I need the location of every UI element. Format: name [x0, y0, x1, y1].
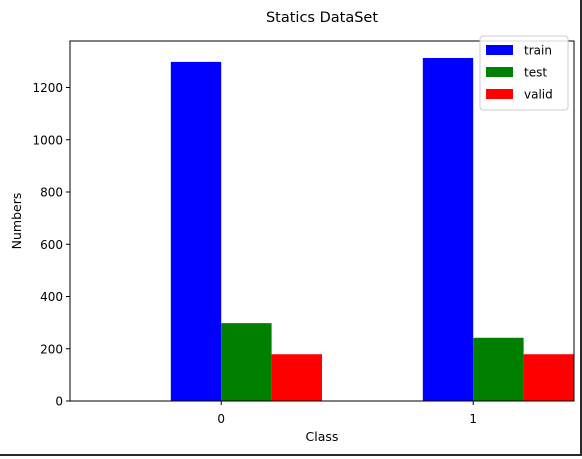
- bar-train-class-1: [422, 57, 474, 401]
- y-tick-label: 1000: [32, 133, 63, 147]
- bar-train-class-0: [170, 61, 222, 402]
- chart-title: Statics DataSet: [266, 10, 378, 26]
- y-tick-label: 800: [40, 186, 63, 200]
- y-tick-label: 0: [55, 395, 63, 409]
- bars-group: [170, 57, 574, 402]
- y-tick-label: 1200: [32, 81, 63, 95]
- legend-label-train: train: [524, 44, 552, 58]
- y-tick-label: 400: [40, 290, 63, 304]
- bar-test-class-0: [221, 323, 272, 401]
- x-tick-label: 1: [469, 412, 477, 426]
- x-axis-label: Class: [306, 429, 339, 444]
- legend-swatch-test: [486, 67, 513, 77]
- bar-valid-class-0: [271, 354, 322, 401]
- bar-valid-class-1: [523, 354, 574, 401]
- y-axis: 0 200 400 600 800 1000 1200: [32, 81, 70, 409]
- y-tick-label: 200: [40, 342, 63, 356]
- x-tick-label: 0: [217, 412, 225, 426]
- legend-swatch-train: [486, 45, 513, 55]
- legend-swatch-valid: [486, 89, 513, 99]
- y-tick-label: 600: [40, 238, 63, 252]
- legend-label-valid: valid: [524, 88, 553, 102]
- y-axis-label: Numbers: [9, 193, 24, 250]
- plot-area-frame: [69, 40, 575, 402]
- bar-test-class-1: [473, 337, 524, 401]
- legend: train test valid: [479, 35, 569, 111]
- legend-label-test: test: [524, 66, 547, 80]
